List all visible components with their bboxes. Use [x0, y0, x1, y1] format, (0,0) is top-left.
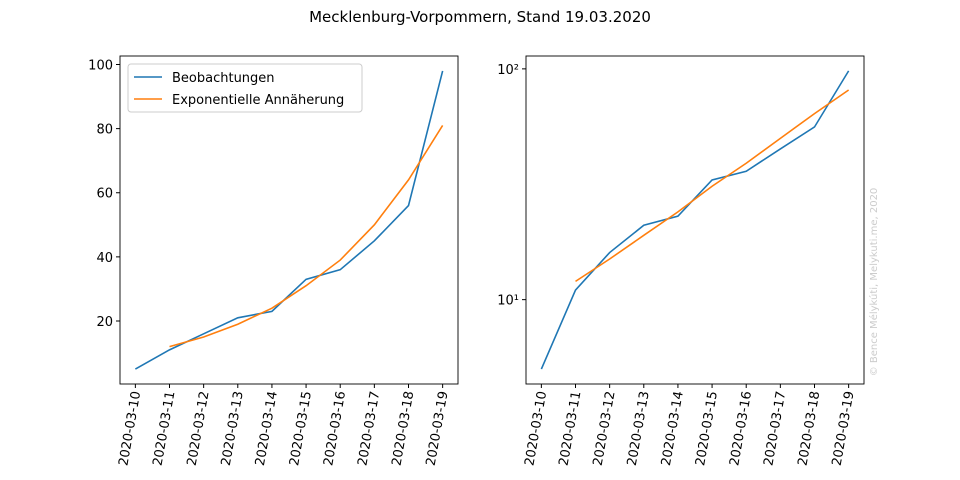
legend-label: Exponentielle Annäherung — [172, 93, 344, 108]
watermark: © Bence Mélykúti, Melykuti.me, 2020 — [868, 188, 880, 377]
y-tick-label: 100 — [88, 58, 113, 73]
y-tick-label: 80 — [96, 123, 113, 138]
series-line — [575, 89, 850, 283]
y-tick-label: 20 — [96, 315, 113, 330]
axes-frame — [525, 55, 865, 385]
axes-frame — [119, 55, 459, 385]
legend-label: Beobachtungen — [172, 71, 275, 86]
figure-title: Mecklenburg-Vorpommern, Stand 19.03.2020 — [309, 8, 651, 26]
legend-box — [127, 63, 363, 113]
series-line — [169, 124, 444, 348]
y-tick-label: 10¹ — [497, 294, 519, 309]
y-tick-label: 10² — [497, 63, 519, 78]
y-tick-label: 60 — [96, 187, 113, 202]
y-tick-label: 40 — [96, 251, 113, 266]
